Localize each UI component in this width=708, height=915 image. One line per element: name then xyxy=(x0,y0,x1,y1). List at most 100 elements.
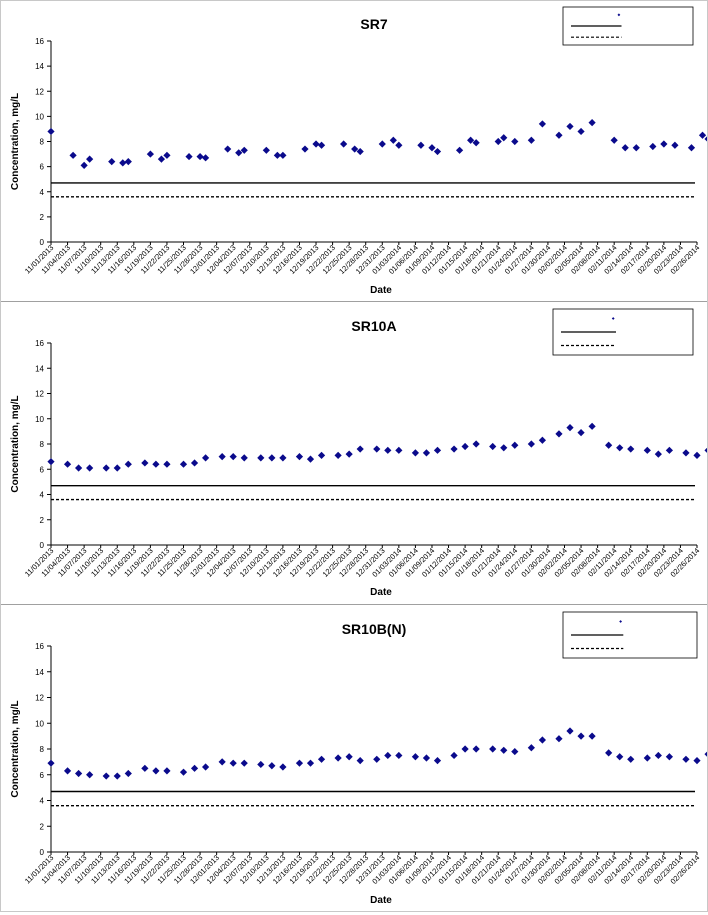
data-point xyxy=(687,144,696,152)
data-point xyxy=(472,139,480,147)
y-tick-label: 16 xyxy=(35,37,44,46)
y-axis-label: Concentration, mg/L xyxy=(10,700,21,797)
data-point xyxy=(190,459,199,467)
data-point xyxy=(384,751,392,760)
data-point xyxy=(395,751,403,760)
data-point xyxy=(643,446,651,454)
data-point xyxy=(295,759,304,767)
data-point xyxy=(240,146,248,154)
data-point xyxy=(268,762,276,770)
data-point xyxy=(146,150,154,158)
data-point xyxy=(704,446,708,454)
data-point xyxy=(317,451,326,459)
y-tick-label: 4 xyxy=(40,797,45,806)
data-point xyxy=(124,158,132,166)
data-point xyxy=(605,749,613,757)
data-point xyxy=(433,147,442,156)
data-point xyxy=(450,751,458,760)
data-point xyxy=(489,442,497,451)
data-point xyxy=(588,119,596,127)
data-point xyxy=(262,146,270,154)
data-point xyxy=(102,772,110,780)
data-point xyxy=(317,755,326,763)
data-point xyxy=(389,136,397,144)
data-point xyxy=(411,753,420,761)
data-point xyxy=(627,445,635,453)
y-tick-label: 0 xyxy=(40,238,45,247)
data-point xyxy=(113,772,121,780)
chart-panel-sr10bn: SR10B(N) 0 2 4 6 8 10 12 14 16 Concentration, mg/L… xyxy=(1,606,708,910)
data-point xyxy=(86,771,94,779)
data-point xyxy=(235,149,243,157)
data-point xyxy=(455,146,464,154)
y-tick-label: 0 xyxy=(40,848,45,857)
data-point xyxy=(588,422,596,430)
data-point xyxy=(698,131,707,139)
chart-panel-sr10a: SR10A 0 2 4 6 8 10 12 14 16 Concentration, mg/L 11/… xyxy=(1,303,708,602)
data-point xyxy=(201,154,210,162)
y-tick-label: 2 xyxy=(40,516,45,525)
data-point xyxy=(654,751,662,760)
data-point xyxy=(665,753,673,761)
chart-title: SR7 xyxy=(360,16,387,32)
data-point xyxy=(306,759,315,767)
data-point xyxy=(351,145,359,153)
data-point xyxy=(179,460,188,468)
y-tick-label: 4 xyxy=(40,491,45,500)
data-point xyxy=(395,446,403,454)
data-point xyxy=(218,758,226,766)
y-tick-label: 8 xyxy=(40,745,45,754)
y-tick-label: 16 xyxy=(35,642,44,651)
data-point xyxy=(538,120,547,128)
data-point xyxy=(201,454,210,462)
data-point xyxy=(527,136,535,144)
data-point xyxy=(566,122,574,131)
data-point xyxy=(649,142,657,151)
chart-svg: SR10B(N) 0 2 4 6 8 10 12 14 16 Concentration, mg/L… xyxy=(10,611,708,906)
y-tick-label: 12 xyxy=(35,87,44,96)
data-point xyxy=(63,767,72,775)
data-point xyxy=(577,732,585,740)
data-point xyxy=(163,151,171,159)
data-point xyxy=(660,140,668,148)
data-point xyxy=(196,152,204,161)
data-point xyxy=(682,755,690,763)
y-tick-label: 12 xyxy=(35,694,44,703)
data-point xyxy=(113,464,121,472)
x-axis-label: Date xyxy=(370,285,392,296)
data-point xyxy=(240,759,248,767)
data-point xyxy=(555,430,563,438)
data-point xyxy=(395,141,403,149)
y-tick-label: 16 xyxy=(35,339,44,348)
data-point xyxy=(279,454,287,462)
data-point xyxy=(433,756,442,765)
y-tick-label: 6 xyxy=(40,771,45,780)
y-tick-label: 14 xyxy=(35,668,44,677)
data-point xyxy=(334,451,342,459)
data-point xyxy=(185,152,193,161)
data-point xyxy=(616,444,624,452)
chart-title: SR10B(N) xyxy=(342,621,407,637)
data-point xyxy=(86,155,94,163)
data-point xyxy=(75,464,83,472)
y-tick-label: 0 xyxy=(40,541,45,550)
data-point xyxy=(616,753,624,761)
data-point xyxy=(257,760,265,769)
data-point xyxy=(102,464,110,472)
data-point xyxy=(605,441,613,449)
data-point xyxy=(257,454,265,462)
x-axis-label: Date xyxy=(370,587,392,598)
data-point xyxy=(494,137,502,146)
y-tick-label: 14 xyxy=(35,62,44,71)
data-point xyxy=(489,745,497,753)
data-point xyxy=(627,755,635,763)
data-point xyxy=(417,141,425,149)
data-point xyxy=(422,754,431,762)
data-point xyxy=(356,756,364,765)
data-point xyxy=(467,136,475,144)
data-point xyxy=(704,750,708,758)
legend-marker-symbol xyxy=(617,13,621,17)
data-point xyxy=(141,459,149,467)
data-point xyxy=(527,440,535,448)
